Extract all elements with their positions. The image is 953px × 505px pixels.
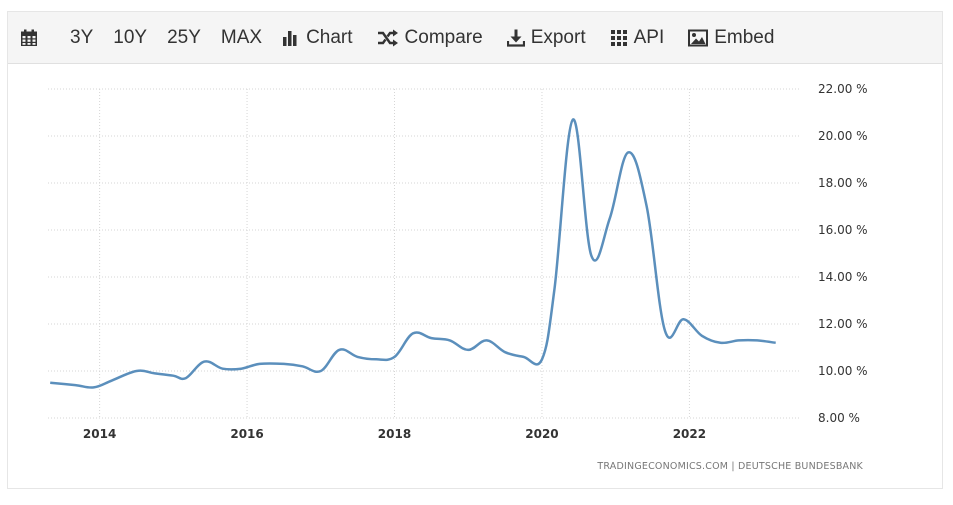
source-attribution: TRADINGECONOMICS.COM | DEUTSCHE BUNDESBA… — [596, 461, 863, 472]
chart-toolbar: 3Y 10Y 25Y MAX Chart — [8, 12, 942, 64]
y-tick-label: 10.00 % — [818, 364, 868, 378]
line-chart: 8.00 % 10.00 % 12.00 % 14.00 % 16.00 % 18.00 … — [48, 82, 868, 472]
compare-label: Compare — [404, 26, 483, 48]
compare-button[interactable]: Compare — [377, 12, 483, 63]
x-tick-label: 2020 — [525, 427, 558, 441]
y-axis-tick-labels: 8.00 % 10.00 % 12.00 % 14.00 % 16.00 % 18.00 … — [818, 82, 868, 425]
y-tick-label: 20.00 % — [818, 129, 868, 143]
y-tick-label: 16.00 % — [818, 223, 868, 237]
range-3y-button[interactable]: 3Y — [70, 12, 93, 63]
x-tick-label: 2022 — [673, 427, 706, 441]
grid-lines — [48, 88, 800, 419]
export-button[interactable]: Export — [506, 12, 586, 63]
range-3y-label: 3Y — [70, 26, 94, 48]
export-label: Export — [530, 26, 586, 48]
x-tick-label: 2016 — [230, 427, 263, 441]
y-tick-label: 12.00 % — [818, 317, 868, 331]
series-line — [50, 118, 776, 389]
download-icon — [506, 29, 525, 47]
chart-button[interactable]: Chart — [282, 12, 353, 63]
range-max-label: MAX — [220, 26, 263, 48]
series-layer — [50, 118, 776, 389]
api-label: API — [633, 26, 665, 48]
bar-chart-icon — [282, 29, 300, 47]
calendar-icon — [20, 29, 38, 47]
calendar-button[interactable] — [20, 12, 44, 63]
range-max-button[interactable]: MAX — [221, 12, 262, 63]
api-button[interactable]: API — [610, 12, 665, 63]
embed-button[interactable]: Embed — [688, 12, 774, 63]
y-tick-label: 8.00 % — [818, 411, 860, 425]
image-icon — [688, 29, 709, 47]
range-25y-label: 25Y — [167, 26, 201, 48]
chart-widget: 3Y 10Y 25Y MAX Chart — [7, 11, 943, 489]
x-tick-label: 2018 — [378, 427, 411, 441]
chart-label: Chart — [306, 26, 353, 48]
range-10y-label: 10Y — [113, 26, 148, 48]
grid-icon — [610, 29, 628, 47]
y-tick-label: 18.00 % — [818, 176, 868, 190]
x-axis-tick-labels: 2014 2016 2018 2020 2022 — [83, 427, 706, 441]
y-tick-label: 22.00 % — [818, 82, 868, 96]
range-25y-button[interactable]: 25Y — [167, 12, 201, 63]
embed-label: Embed — [714, 26, 775, 48]
range-10y-button[interactable]: 10Y — [113, 12, 147, 63]
chart-area: 8.00 % 10.00 % 12.00 % 14.00 % 16.00 % 18.00 … — [8, 64, 942, 488]
y-tick-label: 14.00 % — [818, 270, 868, 284]
shuffle-icon — [377, 29, 399, 47]
x-tick-label: 2014 — [83, 427, 116, 441]
